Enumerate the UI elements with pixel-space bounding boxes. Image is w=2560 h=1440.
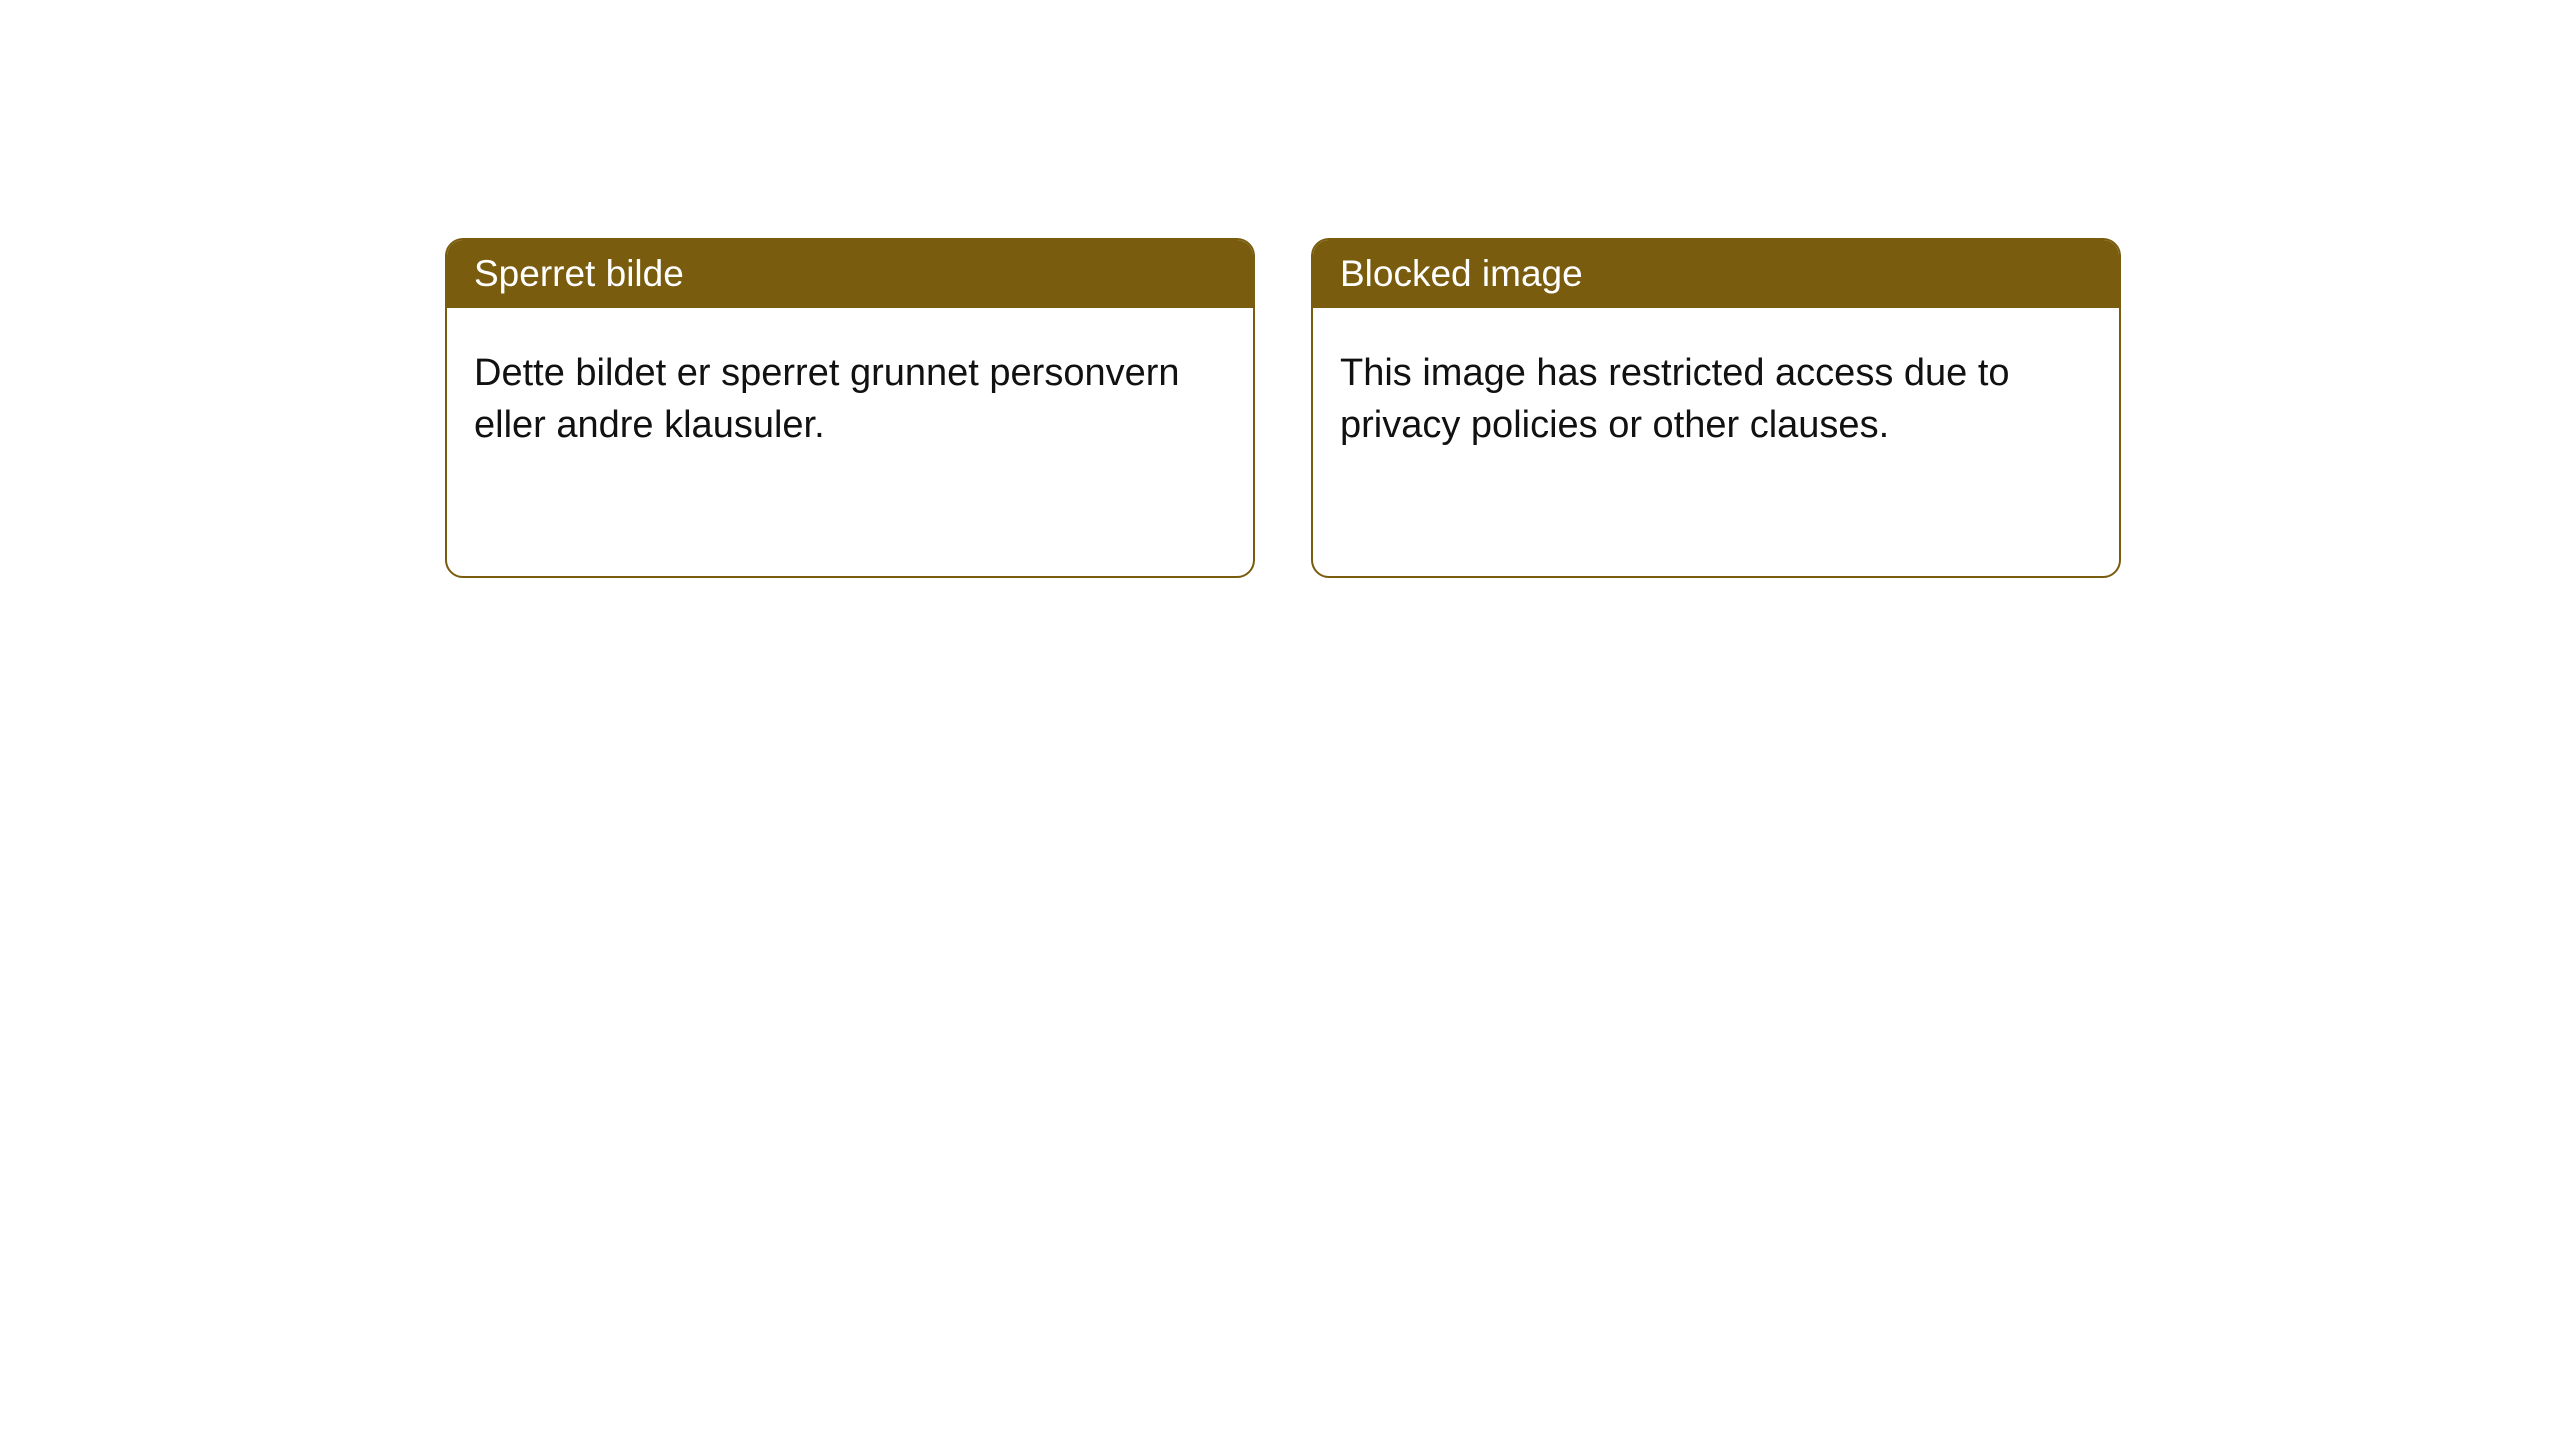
notice-container: Sperret bilde Dette bildet er sperret gr… (445, 238, 2121, 578)
notice-card-title: Blocked image (1313, 240, 2119, 308)
notice-card-body: This image has restricted access due to … (1313, 308, 2119, 478)
notice-card-english: Blocked image This image has restricted … (1311, 238, 2121, 578)
notice-card-body: Dette bildet er sperret grunnet personve… (447, 308, 1253, 478)
notice-card-title: Sperret bilde (447, 240, 1253, 308)
notice-card-norwegian: Sperret bilde Dette bildet er sperret gr… (445, 238, 1255, 578)
